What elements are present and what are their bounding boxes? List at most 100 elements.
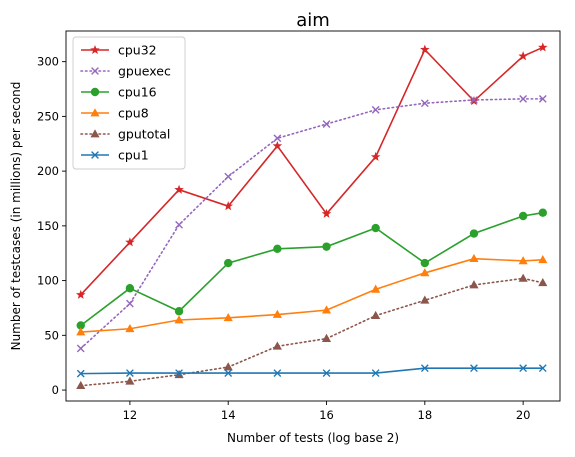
legend-item-gpuexec: gpuexec xyxy=(80,64,171,79)
data-point-gpuexec xyxy=(470,96,478,104)
data-point-cpu16 xyxy=(174,307,184,316)
series-cpu1 xyxy=(76,364,547,378)
data-point-gputotal xyxy=(538,277,548,287)
data-point-gputotal xyxy=(125,376,135,385)
legend-marker xyxy=(91,67,99,75)
data-point-cpu1 xyxy=(322,369,331,377)
legend: cpu32 gpuexec cpu16 cpu8 gputotal cpu1 xyxy=(72,36,186,170)
y-tick-label: 250 xyxy=(37,109,59,123)
legend-label: gpuexec xyxy=(118,64,171,79)
data-point-cpu8 xyxy=(125,323,135,333)
series-gputotal xyxy=(76,273,548,390)
y-tick-label: 0 xyxy=(52,383,59,397)
data-point-cpu32 xyxy=(272,140,283,150)
data-point-cpu16 xyxy=(224,258,233,268)
data-point-cpu16 xyxy=(125,284,135,293)
series-group xyxy=(75,42,548,390)
data-point-gputotal xyxy=(76,380,86,390)
data-point-gpuexec xyxy=(76,344,85,353)
data-point-cpu8 xyxy=(538,254,548,264)
data-point-gputotal xyxy=(420,295,430,304)
legend-box xyxy=(72,36,186,170)
y-tick-label: 300 xyxy=(37,55,59,69)
data-point-cpu1 xyxy=(273,369,282,377)
data-point-gpuexec xyxy=(538,94,547,103)
data-point-cpu1 xyxy=(175,369,183,377)
series-cpu8 xyxy=(76,253,548,336)
legend-item-cpu1: cpu1 xyxy=(81,148,149,163)
legend-marker xyxy=(90,45,100,55)
chart-title: aim xyxy=(296,10,330,31)
legend-marker xyxy=(90,87,100,97)
data-point-gpuexec xyxy=(420,99,429,108)
data-point-gpuexec xyxy=(322,120,331,128)
plot-frame xyxy=(65,30,561,402)
legend-item-cpu32: cpu32 xyxy=(81,43,157,58)
legend-marker xyxy=(90,108,100,117)
data-point-cpu1 xyxy=(76,369,85,378)
data-point-cpu1 xyxy=(538,364,547,373)
data-point-cpu16 xyxy=(469,229,479,238)
data-point-cpu32 xyxy=(420,44,430,54)
x-axis: 12 14 16 18 20 xyxy=(123,401,531,422)
legend-label: cpu16 xyxy=(118,85,157,100)
data-point-cpu1 xyxy=(470,364,478,373)
x-tick-label: 16 xyxy=(319,408,334,422)
data-point-cpu1 xyxy=(126,369,134,377)
data-point-cpu1 xyxy=(224,369,233,377)
series-cpu16 xyxy=(76,208,547,330)
data-point-cpu32 xyxy=(370,151,381,161)
data-point-cpu8 xyxy=(174,315,184,324)
data-point-cpu32 xyxy=(538,42,548,52)
data-point-cpu16 xyxy=(273,244,282,254)
data-point-cpu8 xyxy=(321,305,332,314)
data-point-gpuexec xyxy=(126,299,134,308)
data-point-gpuexec xyxy=(224,172,233,181)
data-point-cpu32 xyxy=(125,237,135,247)
data-point-cpu8 xyxy=(469,253,479,263)
data-point-cpu8 xyxy=(518,256,528,265)
data-point-cpu16 xyxy=(518,211,528,221)
data-point-cpu1 xyxy=(519,364,528,373)
legend-marker xyxy=(91,151,99,159)
y-tick-label: 150 xyxy=(37,219,59,233)
data-point-cpu32 xyxy=(518,51,528,61)
data-point-gputotal xyxy=(321,333,332,342)
data-point-cpu8 xyxy=(272,309,282,318)
y-axis: 0 50 100 150 200 250 300 xyxy=(37,55,66,397)
data-point-gpuexec xyxy=(175,220,183,229)
legend-label: cpu1 xyxy=(118,148,149,163)
y-tick-label: 200 xyxy=(37,164,59,178)
y-tick-label: 100 xyxy=(37,274,59,288)
legend-label: cpu32 xyxy=(118,43,157,58)
data-point-gpuexec xyxy=(273,134,282,143)
legend-marker xyxy=(90,129,100,138)
data-point-cpu32 xyxy=(174,184,184,194)
data-point-cpu32 xyxy=(223,201,233,211)
data-point-cpu16 xyxy=(371,223,380,233)
data-point-cpu1 xyxy=(371,369,380,377)
x-tick-label: 12 xyxy=(123,408,138,422)
data-point-cpu8 xyxy=(76,327,86,336)
data-point-gpuexec xyxy=(519,94,528,103)
data-point-gputotal xyxy=(272,341,282,350)
x-tick-label: 18 xyxy=(418,408,433,422)
data-point-gputotal xyxy=(518,273,528,282)
series-gpuexec xyxy=(76,94,547,353)
data-point-cpu16 xyxy=(76,321,85,330)
series-cpu32 xyxy=(75,42,548,299)
data-point-gputotal xyxy=(371,310,381,319)
x-tick-label: 20 xyxy=(516,408,531,422)
y-axis-label: Number of testcases (in millions) per se… xyxy=(9,82,23,351)
data-point-cpu16 xyxy=(322,242,331,251)
data-point-cpu8 xyxy=(223,313,233,322)
y-tick-label: 50 xyxy=(44,328,59,342)
series-line-cpu8 xyxy=(80,257,543,333)
legend-label: gputotal xyxy=(118,127,170,142)
x-axis-label: Number of tests (log base 2) xyxy=(227,431,399,445)
data-point-cpu32 xyxy=(75,289,86,299)
legend-item-cpu8: cpu8 xyxy=(81,106,149,121)
legend-label: cpu8 xyxy=(118,106,149,121)
x-tick-label: 14 xyxy=(221,408,236,422)
